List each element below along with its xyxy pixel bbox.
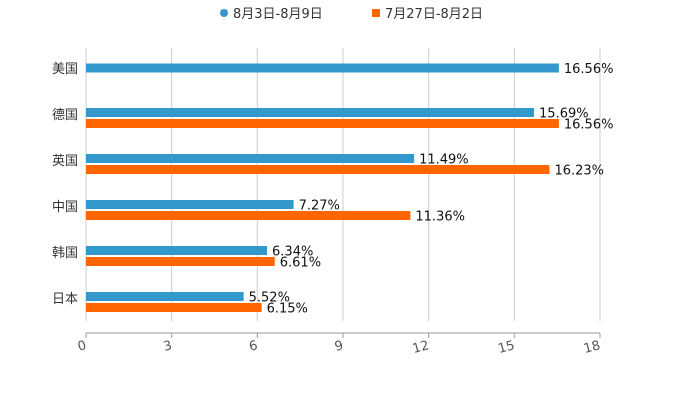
bar-0-2[interactable] [86, 154, 415, 163]
bar-1-1[interactable] [86, 119, 559, 128]
bar-1-3[interactable] [86, 211, 411, 220]
bars: 16.56%15.69%16.56%11.49%16.23%7.27%11.36… [86, 62, 613, 317]
x-tick-label-2: 6 [248, 338, 260, 355]
category-label-2: 英国 [52, 154, 78, 169]
grid [85, 48, 601, 321]
data-label-0-5: 5.52% [249, 291, 290, 306]
x-tick-label-4: 12 [411, 338, 431, 357]
category-label-1: 德国 [52, 108, 78, 123]
data-label-1-4: 6.61% [280, 256, 321, 271]
legend-marker-0 [220, 9, 228, 17]
legend-marker-1 [372, 9, 380, 17]
legend-item-1[interactable]: 7月27日-8月2日 [372, 7, 483, 22]
x-tick-label-5: 15 [497, 338, 517, 357]
category-label-3: 中国 [52, 200, 78, 215]
bar-1-4[interactable] [86, 257, 275, 266]
bar-0-5[interactable] [86, 292, 244, 301]
x-tick-label-0: 0 [76, 338, 88, 355]
bar-1-5[interactable] [86, 303, 262, 312]
data-label-0-0: 16.56% [564, 62, 614, 77]
category-label-0: 美国 [52, 62, 78, 77]
legend-item-0[interactable]: 8月3日-8月9日 [220, 7, 323, 22]
data-label-0-2: 11.49% [419, 153, 469, 168]
legend: 8月3日-8月9日 7月27日-8月2日 [220, 7, 483, 22]
data-label-0-1: 15.69% [539, 107, 589, 122]
x-tick-label-6: 18 [582, 338, 602, 357]
bar-0-0[interactable] [86, 63, 559, 73]
x-tick-label-1: 3 [162, 338, 174, 355]
category-label-5: 日本 [52, 292, 78, 307]
bar-0-3[interactable] [86, 200, 294, 209]
bar-0-4[interactable] [86, 246, 268, 255]
legend-label-1: 7月27日-8月2日 [385, 7, 483, 22]
x-axis: 0 3 6 9 12 15 18 [76, 332, 602, 357]
bar-0-1[interactable] [86, 108, 535, 117]
category-label-4: 韩国 [52, 246, 78, 261]
data-label-1-5: 6.15% [267, 302, 308, 317]
legend-label-0: 8月3日-8月9日 [233, 7, 323, 22]
data-label-1-2: 16.23% [554, 164, 604, 179]
data-label-1-1: 16.56% [564, 118, 614, 133]
x-tick-label-3: 9 [333, 338, 345, 355]
data-label-0-4: 6.34% [272, 245, 313, 260]
data-label-1-3: 11.36% [415, 210, 465, 225]
bar-1-2[interactable] [86, 165, 550, 174]
data-label-0-3: 7.27% [299, 199, 340, 214]
